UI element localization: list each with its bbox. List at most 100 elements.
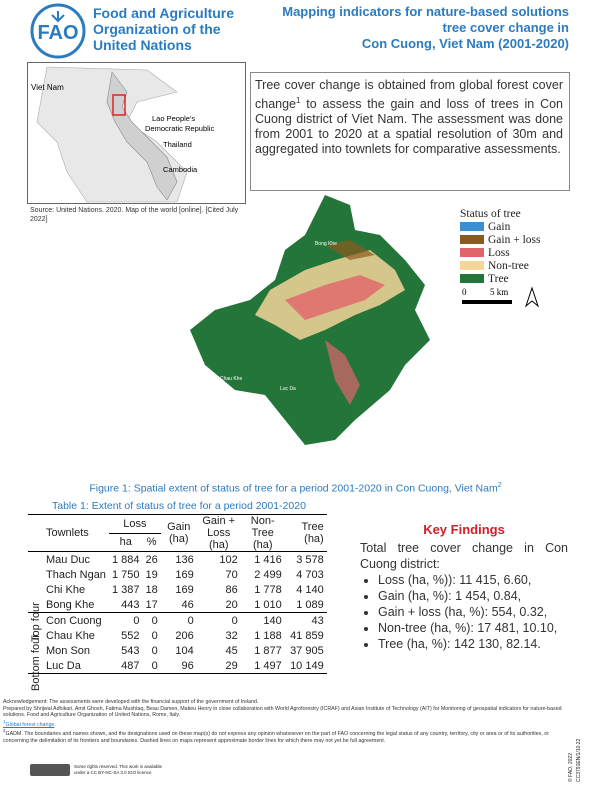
cell: 136: [175, 553, 194, 566]
cell: 4 703: [296, 568, 324, 581]
cell: 0: [151, 644, 158, 657]
legend-swatch: [460, 235, 484, 244]
intro-text: Tree cover change is obtained from globa…: [255, 78, 563, 112]
cell: 1 884: [111, 553, 140, 566]
footer: Acknowledgement: The assessments were de…: [3, 699, 562, 744]
caption-text: Figure 1: Spatial extent of status of tr…: [89, 482, 498, 495]
cell: 169: [175, 568, 194, 581]
org-name: Food and Agriculture Organization of the…: [93, 5, 234, 53]
title-line: Con Cuong, Viet Nam (2001-2020): [361, 36, 569, 51]
kf-lead: Total tree cover change in Con Cuong dis…: [360, 541, 568, 571]
doc-code: CC3791EN/1/10.22: [576, 738, 582, 782]
cell: 86: [225, 583, 238, 596]
cell: 1 089: [296, 598, 324, 611]
kf-list: Loss (ha, %)): 11 415, 6.60,Gain (ha, %)…: [360, 572, 568, 652]
map-label: Luc Da: [280, 386, 296, 392]
legend-swatch: [460, 222, 484, 231]
legend-item: Gain: [460, 221, 550, 234]
townlet: Mon Son: [46, 644, 91, 657]
table-row: Chi Khe 1 387 18 169 86 1 778 4 140: [28, 582, 327, 597]
legend-swatch: [460, 261, 484, 270]
map-label: Chau Khe: [220, 376, 242, 382]
cell: 0: [133, 614, 140, 627]
cell: 1 416: [254, 553, 282, 566]
table-row: Chau Khe 552 0 206 32 1 188 41 859: [28, 628, 327, 643]
kf-item: Loss (ha, %)): 11 415, 6.60,: [378, 572, 568, 588]
table-body: Mau Duc 1 884 26 136 102 1 416 3 578 Thach Ngan…: [28, 552, 327, 674]
kf-item: Gain + loss (ha, %): 554, 0.32,: [378, 604, 568, 620]
cell: 3 578: [296, 553, 324, 566]
col-header: Gain + Loss (ha): [202, 515, 236, 551]
col-header: Non-Tree (ha): [250, 515, 275, 551]
table-row: Mau Duc 1 884 26 136 102 1 416 3 578: [28, 552, 327, 568]
main-map: Chau Khe Luc Da Mon Son Bong Khe: [190, 195, 430, 445]
cell: 0: [231, 614, 238, 627]
intro: Tree cover change is obtained from globa…: [250, 72, 570, 191]
cell: 1 778: [254, 583, 282, 596]
legend-item: Gain + loss: [460, 234, 550, 247]
footnote-ref: 2: [497, 482, 502, 489]
map-label: Viet Nam: [31, 83, 64, 92]
cell: 1 188: [254, 629, 282, 642]
townlet: Chi Khe: [46, 583, 86, 596]
kf-item: Gain (ha, %): 1 454, 0.84,: [378, 588, 568, 604]
cell: 19: [145, 568, 158, 581]
cell: 17: [145, 598, 158, 611]
table-row: Mon Son 543 0 104 45 1 877 37 905: [28, 643, 327, 658]
col-header: Townlets: [46, 527, 89, 539]
cell: 169: [175, 583, 194, 596]
cell: 4 140: [296, 583, 324, 596]
cell: 2 499: [254, 568, 282, 581]
cell: 96: [181, 659, 194, 672]
townlet: Con Cuong: [46, 614, 102, 627]
cell: 487: [121, 659, 140, 672]
map-label: Mon Son: [275, 431, 295, 437]
legend-swatch: [460, 274, 484, 283]
col-header: Tree (ha): [301, 521, 324, 545]
townlet: Thach Ngan: [46, 568, 106, 581]
table-row: Luc Da 487 0 96 29 1 497 10 149: [28, 658, 327, 674]
prepared-by: Prepared by Shrijwal Adhikari, Amit Ghos…: [3, 705, 562, 719]
table: Townlets Loss Gain (ha) Gain + Loss (ha)…: [28, 514, 327, 674]
map-label: Thailand: [163, 140, 192, 149]
map-source: Source: United Nations. 2020. Map of the…: [30, 207, 239, 223]
cell: 0: [187, 614, 194, 627]
col-header: ha: [119, 536, 132, 549]
cell: 104: [175, 644, 194, 657]
org-line: Organization of the: [93, 21, 221, 37]
legend-label: Gain: [488, 221, 511, 233]
legend-label: Gain + loss: [488, 234, 541, 246]
cc-badge: [30, 764, 70, 776]
cell: 443: [121, 598, 140, 611]
fao-logo: FAO: [30, 3, 86, 59]
map-label: Lao People's: [152, 114, 195, 123]
inset-map: Viet Nam Lao People's Democratic Republi…: [27, 62, 246, 204]
copyright: © FAO, 2022: [568, 753, 574, 782]
acknowledgement: Acknowledgement: The assessments were de…: [3, 699, 259, 705]
cell: 0: [151, 614, 158, 627]
townlet: Mau Duc: [46, 553, 91, 566]
footnote: GADM. The boundaries and names shown, an…: [3, 730, 549, 744]
townlet: Chau Khe: [46, 629, 95, 642]
table-row: Bong Khe 443 17 46 20 1 010 1 089: [28, 597, 327, 613]
kf-title: Key Findings: [423, 522, 505, 537]
townlet: Luc Da: [46, 659, 81, 672]
kf-item: Tree (ha, %): 142 130, 82.14.: [378, 636, 568, 652]
cell: 29: [225, 659, 238, 672]
scale-label: 5 km: [490, 287, 508, 297]
cell: 1 497: [254, 659, 282, 672]
footnote[interactable]: Global forest change: [5, 721, 55, 728]
footnote-ref: 1: [296, 96, 301, 105]
map-label: Bong Khe: [315, 241, 337, 247]
cell: 543: [121, 644, 140, 657]
legend-items: Gain Gain + loss Loss Non-tree Tree: [460, 221, 550, 286]
kf-item: Non-tree (ha, %): 17 481, 10.10,: [378, 620, 568, 636]
org-line: Food and Agriculture: [93, 5, 235, 21]
cell: 20: [225, 598, 238, 611]
cell: 46: [181, 598, 194, 611]
cell: 43: [311, 614, 324, 627]
svg-text:FAO: FAO: [37, 22, 78, 44]
cell: 10 149: [290, 659, 324, 672]
map-label: Cambodia: [163, 165, 198, 174]
